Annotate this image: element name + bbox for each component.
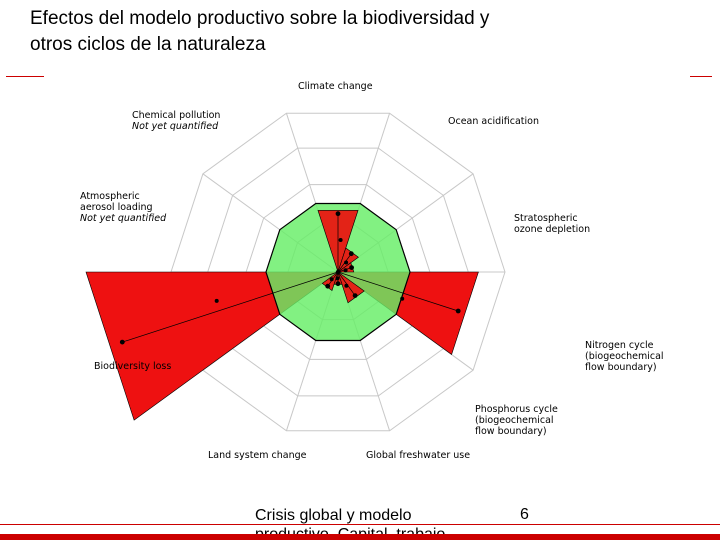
footer-rule-top xyxy=(0,524,720,525)
indicator-dot-mid-7 xyxy=(329,277,334,282)
indicator-dot-4 xyxy=(455,308,461,314)
label-ocean-acidification: Ocean acidification xyxy=(448,116,539,127)
title-line-2: otros ciclos de la naturaleza xyxy=(30,34,266,55)
indicator-dot-mid-5 xyxy=(344,283,349,288)
label-climate-change: Climate change xyxy=(298,81,373,92)
indicator-dot-1 xyxy=(335,211,341,217)
indicator-dot-5 xyxy=(352,293,358,298)
wedge-biodiversity-loss xyxy=(85,271,339,421)
label-nitrogen-cycle: Nitrogen cycle (biogeochemical flow bounda… xyxy=(585,340,664,373)
indicator-dot-mid-8 xyxy=(214,298,219,303)
label-biodiversity-loss: Biodiversity loss xyxy=(94,361,172,372)
label-phosphorus-cycle: Phosphorus cycle (biogeochemical flow boun… xyxy=(475,404,558,437)
page-number: 6 xyxy=(520,506,529,523)
indicator-dot-mid-2 xyxy=(344,260,349,265)
left-accent-rule xyxy=(6,76,44,77)
label-land-system-change: Land system change xyxy=(208,450,307,461)
slide-title: Efectos del modelo productivo sobre la b… xyxy=(30,6,710,58)
indicator-dot-mid-1 xyxy=(338,238,343,242)
indicator-dot-mid-4 xyxy=(400,296,405,301)
label-aerosol-loading: Atmospheric aerosol loading Not yet quanti… xyxy=(80,191,167,224)
indicator-dot-mid-6 xyxy=(335,276,340,281)
label-ozone-depletion: Stratospheric ozone depletion xyxy=(514,213,591,235)
indicator-line-8 xyxy=(122,271,339,343)
label-chemical-pollution: Chemical pollution Not yet quantified xyxy=(132,110,221,132)
indicator-dot-8 xyxy=(119,339,125,345)
indicator-dot-3 xyxy=(349,265,354,270)
indicator-dot-6 xyxy=(335,281,341,287)
right-accent-rule xyxy=(690,76,712,77)
label-freshwater-use: Global freshwater use xyxy=(366,450,471,461)
indicator-line-4 xyxy=(337,271,459,312)
indicator-dot-mid-3 xyxy=(343,268,348,273)
overlay-layer xyxy=(119,210,461,345)
footer-accent-bar xyxy=(0,534,720,540)
title-line-1: Efectos del modelo productivo sobre la b… xyxy=(30,8,490,29)
boundaries-radar-svg xyxy=(70,78,630,470)
footer-title-line-1: Crisis global y modelo xyxy=(255,507,412,524)
indicator-dot-7 xyxy=(325,283,331,289)
centre-point xyxy=(335,269,341,275)
indicator-dot-2 xyxy=(348,251,354,257)
planetary-boundaries-diagram: Climate change Ocean acidification Strat… xyxy=(70,78,664,470)
